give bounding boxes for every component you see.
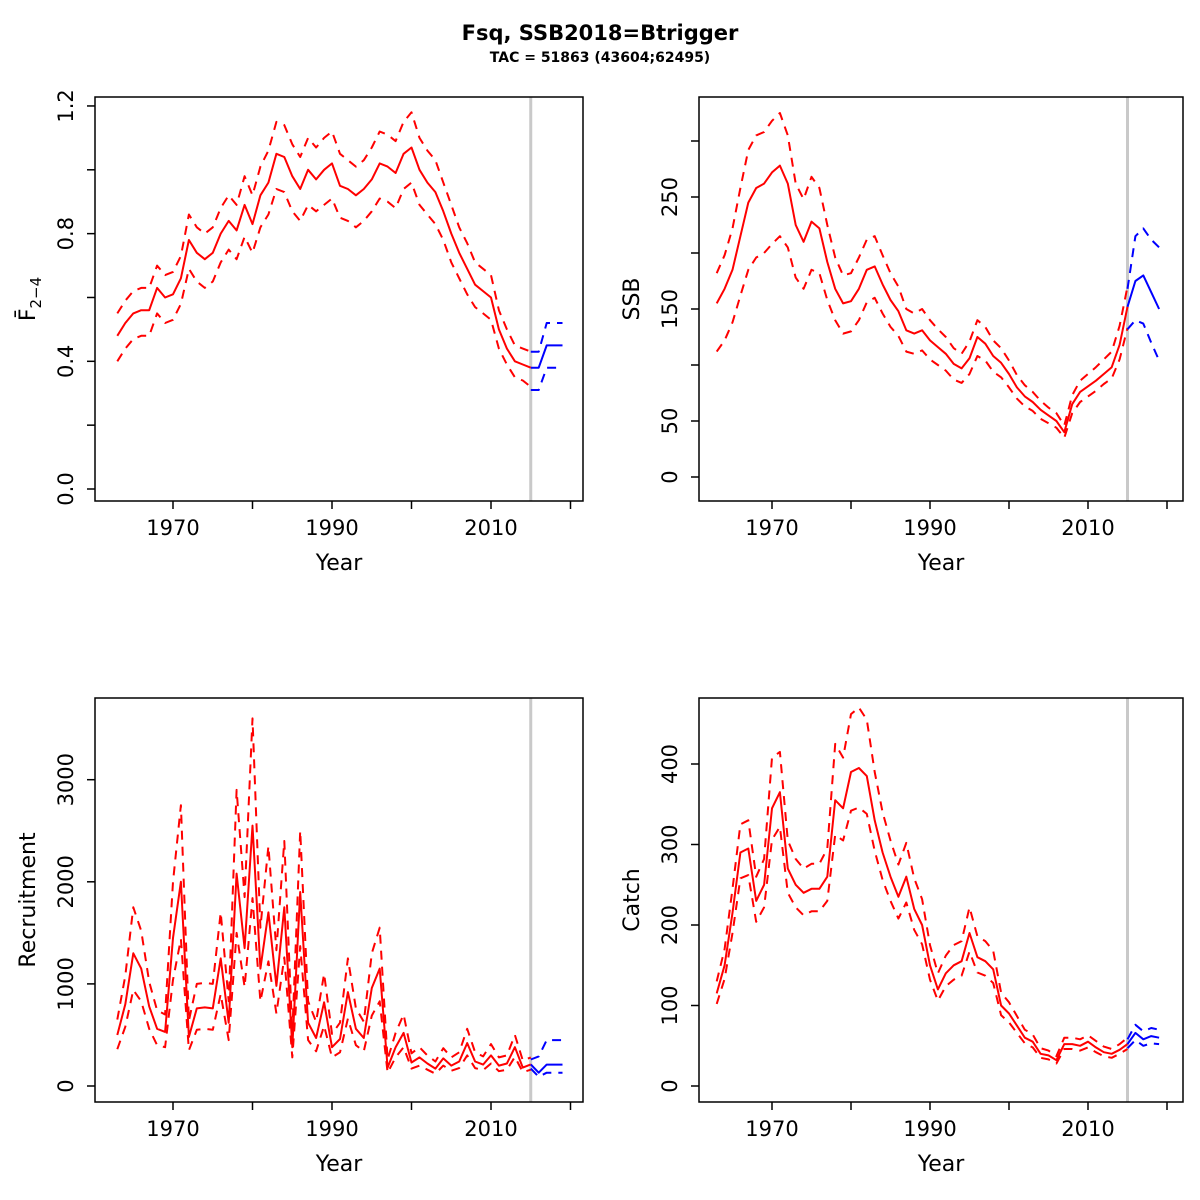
- recruitment-y-axis: 0 1000 2000 3000 Recruitment: [16, 753, 95, 1093]
- catch-x-axis-label: Year: [917, 1152, 966, 1177]
- f-y-tick-label: 0.4: [54, 345, 78, 378]
- ssb-history-lower-ci-line: [715, 235, 1129, 439]
- catch-x-tick-label: 1990: [903, 1117, 956, 1141]
- catch-y-axis-label: Catch: [620, 868, 645, 932]
- ssb-forecast-upper-ci-line: [1126, 227, 1160, 289]
- ssb-y-tick-label: 250: [658, 177, 682, 217]
- ssb-history-upper-ci-line: [715, 112, 1129, 427]
- figure-title: Fsq, SSB2018=Btrigger: [461, 21, 739, 45]
- f-history-lower-ci-line: [116, 181, 532, 388]
- catch-forecast-lower-ci-line: [1126, 1039, 1160, 1049]
- catch-y-tick-label: 100: [658, 985, 682, 1025]
- catch-x-tick-label: 1970: [745, 1117, 798, 1141]
- ssb-y-tick-label: 150: [658, 289, 682, 329]
- f-x-tick-label: 1990: [305, 516, 358, 540]
- ssb-x-tick-label: 2010: [1061, 516, 1114, 540]
- recruitment-x-axis-label: Year: [315, 1152, 364, 1177]
- recruitment-history-median-line: [116, 824, 532, 1070]
- ssb-forecast-median-line: [1126, 274, 1161, 310]
- catch-forecast-upper-ci-line: [1126, 1023, 1160, 1040]
- catch-y-tick-label: 0: [658, 1079, 682, 1092]
- ssb-x-tick-label: 1970: [745, 516, 798, 540]
- ssb-plot-box: [698, 96, 1184, 502]
- recruitment-y-tick-label: 3000: [54, 753, 78, 806]
- catch-y-tick-label: 200: [658, 905, 682, 945]
- ssb-y-axis-label: SSB: [620, 277, 645, 320]
- f-y-tick-label: 0.8: [54, 217, 78, 250]
- recruitment-y-tick-label: 0: [54, 1079, 78, 1092]
- f-y-axis: 0.0 0.4 0.8 1.2 F̄2−4: [15, 89, 95, 506]
- figure-subtitle: TAC = 51863 (43604;62495): [489, 50, 711, 66]
- recruitment-y-axis-label: Recruitment: [16, 832, 41, 968]
- recruitment-forecast-upper-ci-line: [530, 1039, 563, 1061]
- panel-catch: 1970 1990 2010 Year 0 100 200 300 400 Catch: [620, 697, 1184, 1177]
- recruitment-forecast-lower-ci-line: [530, 1067, 563, 1078]
- recruitment-plot-box: [94, 697, 584, 1103]
- catch-plot-box: [698, 697, 1184, 1103]
- f-history-upper-ci-line: [116, 111, 532, 353]
- catch-history-upper-ci-line: [715, 706, 1129, 1058]
- f-history-median-line: [116, 146, 532, 369]
- recruitment-x-tick-label: 2010: [464, 1117, 517, 1141]
- f-x-axis: 1970 1990 2010 Year: [146, 501, 572, 576]
- f-y-axis-label: F̄2−4: [15, 277, 45, 321]
- catch-forecast-median-line: [1126, 1031, 1160, 1045]
- recruitment-forecast-median-line: [530, 1063, 563, 1074]
- f-x-tick-label: 1970: [146, 516, 199, 540]
- ssb-x-axis-label: Year: [917, 551, 966, 576]
- f-forecast-lower-ci-line: [530, 366, 563, 391]
- f-y-tick-label: 1.2: [54, 89, 78, 122]
- panel-recruitment: 1970 1990 2010 Year 0 1000 2000 3000 Recruitment: [16, 697, 584, 1177]
- catch-y-tick-label: 300: [658, 824, 682, 864]
- recruitment-x-tick-label: 1990: [305, 1117, 358, 1141]
- ssb-y-tick-label: 50: [658, 408, 682, 435]
- catch-y-axis: 0 100 200 300 400 Catch: [620, 744, 699, 1093]
- catch-x-tick-label: 2010: [1061, 1117, 1114, 1141]
- f-x-tick-label: 2010: [464, 516, 517, 540]
- recruitment-y-tick-label: 1000: [54, 957, 78, 1010]
- recruitment-x-axis: 1970 1990 2010 Year: [146, 1102, 572, 1177]
- f-forecast-upper-ci-line: [530, 322, 563, 353]
- f-forecast-median-line: [530, 344, 563, 369]
- ssb-y-tick-label: 0: [658, 470, 682, 483]
- ssb-x-tick-label: 1990: [903, 516, 956, 540]
- ssb-x-axis: 1970 1990 2010 Year: [745, 501, 1168, 576]
- ssb-history-median-line: [715, 164, 1129, 434]
- catch-history-lower-ci-line: [715, 806, 1129, 1065]
- panel-f: 1970 1990 2010 Year 0.0 0.4 0.8 1.2 F̄2−4: [15, 89, 584, 576]
- f-plot-box: [94, 96, 584, 502]
- ssb-y-axis: 0 50 150 250 SSB: [620, 140, 699, 484]
- recruitment-history-upper-ci-line: [116, 717, 532, 1063]
- ssb-forecast-lower-ci-line: [1126, 319, 1161, 361]
- f-y-tick-label: 0.0: [54, 472, 78, 505]
- f-x-axis-label: Year: [315, 551, 364, 576]
- recruitment-x-tick-label: 1970: [146, 1117, 199, 1141]
- catch-history-median-line: [715, 767, 1129, 1062]
- catch-y-tick-label: 400: [658, 744, 682, 784]
- panel-ssb: 1970 1990 2010 Year 0 50 150 250 SSB: [620, 96, 1184, 576]
- catch-x-axis: 1970 1990 2010 Year: [745, 1102, 1168, 1177]
- recruitment-y-tick-label: 2000: [54, 855, 78, 908]
